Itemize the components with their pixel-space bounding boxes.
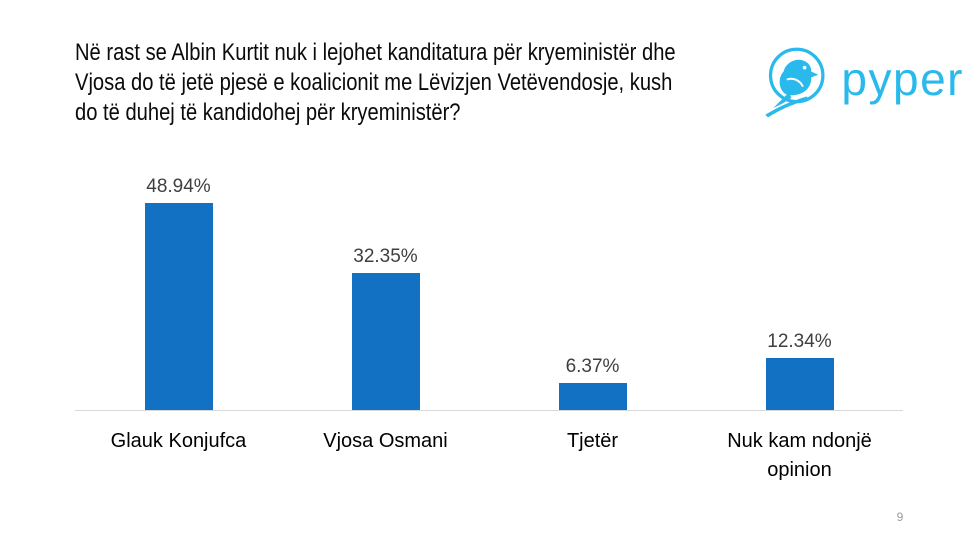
pyper-logo-text: pyper (841, 53, 964, 105)
category-label-nuk-kam-ndonje-opinion: Nuk kam ndonjë opinion (727, 430, 872, 481)
value-label: 48.94% (146, 176, 211, 197)
value-label: 12.34% (767, 331, 832, 352)
bar-slot-tjeter: 6.37% (489, 160, 696, 410)
value-label: 32.35% (353, 246, 418, 267)
pyper-bird-icon (765, 47, 825, 118)
bar-vjosa-osmani (351, 273, 420, 410)
page-number: 9 (896, 510, 904, 524)
bar-slot-nuk-kam-ndonje-opinion: 12.34% (696, 160, 903, 410)
bar-nuk-kam-ndonje-opinion (765, 358, 834, 410)
category-label-glauk-konjufca: Glauk Konjufca (110, 430, 247, 452)
bar-chart: 48.94% 32.35% 6.37% 12.34% (75, 160, 903, 411)
value-label: 6.37% (565, 356, 620, 377)
category-label-tjeter: Tjetër (566, 430, 619, 452)
question-line-3: do të duhej të kandidohej për kryeminist… (75, 99, 461, 126)
bar-slot-vjosa-osmani: 32.35% (282, 160, 489, 410)
question-line-1: Në rast se Albin Kurtit nuk i lejohet ka… (75, 39, 676, 66)
category-label-vjosa-osmani: Vjosa Osmani (323, 430, 448, 452)
bar-glauk-konjufca (144, 203, 213, 410)
category-axis: Glauk Konjufca Vjosa Osmani Tjetër Nuk k… (75, 427, 903, 485)
pyper-logo: pyper (764, 42, 964, 122)
bar-slot-glauk-konjufca: 48.94% (75, 160, 282, 410)
question-title: Në rast se Albin Kurtit nuk i lejohet ka… (75, 38, 676, 128)
question-line-2: Vjosa do të jetë pjesë e koalicionit me … (75, 69, 673, 96)
bar-tjeter (558, 383, 627, 410)
